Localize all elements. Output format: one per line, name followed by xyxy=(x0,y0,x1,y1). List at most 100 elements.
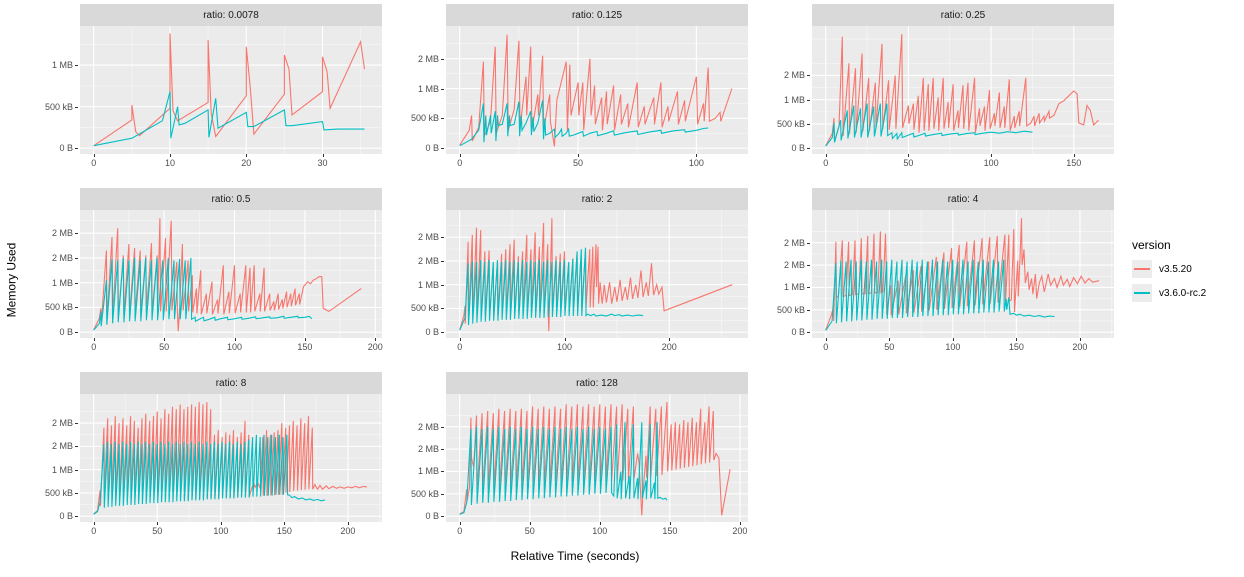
facet-strip: ratio: 8 xyxy=(80,372,382,394)
y-tick-mark xyxy=(441,471,444,473)
facet-panel xyxy=(446,394,748,522)
y-tick-mark xyxy=(75,233,78,235)
y-tick-mark xyxy=(807,332,810,334)
x-tick-mark xyxy=(164,338,166,341)
y-tick-mark xyxy=(75,492,78,494)
facet-strip-label: ratio: 128 xyxy=(576,377,618,389)
series-line-v3.6.0-rc.2 xyxy=(93,257,313,331)
x-tick-label: 150 xyxy=(662,526,678,536)
x-tick-mark xyxy=(696,154,698,157)
y-tick-label: 500 kB xyxy=(410,113,439,124)
y-tick-label: 2 MB xyxy=(51,418,73,429)
y-tick-mark xyxy=(807,309,810,311)
facet-4: ratio: 4 0 B 500 kB 1 MB 2 MB 2 MB 0 50 100 150 20… xyxy=(758,188,1124,358)
y-tick-label: 2 MB xyxy=(51,228,73,239)
x-axis-labels: 0 50 100 150 xyxy=(812,154,1114,172)
y-tick-mark xyxy=(441,284,444,286)
facet-strip: ratio: 0.5 xyxy=(80,188,382,210)
x-tick-mark xyxy=(459,338,461,341)
x-tick-label: 0 xyxy=(457,526,463,536)
y-axis-labels: 0 B 500 kB 1 MB 2 MB 2 MB xyxy=(392,210,446,338)
x-tick-mark xyxy=(908,154,910,157)
legend: version v3.5.20 v3.6.0-rc.2 xyxy=(1132,238,1242,308)
x-tick-mark xyxy=(304,338,306,341)
y-tick-label: 500 kB xyxy=(44,302,73,313)
x-tick-mark xyxy=(578,154,580,157)
y-tick-mark xyxy=(75,282,78,284)
y-tick-mark xyxy=(441,58,444,60)
facet-strip: ratio: 2 xyxy=(446,188,748,210)
facet-128: ratio: 128 0 B 500 kB 1 MB 2 MB 2 MB 0 50 100 150… xyxy=(392,372,758,542)
x-tick-mark xyxy=(93,338,95,341)
x-tick-mark xyxy=(459,154,461,157)
series-line-v3.6.0-rc.2 xyxy=(459,100,709,147)
y-tick-label: 500 kB xyxy=(776,118,805,129)
series-line-v3.5.20 xyxy=(825,34,1099,147)
y-tick-mark xyxy=(441,260,444,262)
x-tick-mark xyxy=(599,522,601,525)
x-tick-mark xyxy=(1073,154,1075,157)
y-tick-mark xyxy=(807,265,810,267)
y-tick-label: 1 MB xyxy=(417,279,439,290)
y-axis-labels: 0 B 500 kB 1 MB 2 MB 2 MB xyxy=(758,210,812,338)
x-tick-label: 200 xyxy=(1072,342,1088,352)
y-tick-mark xyxy=(75,148,78,150)
x-tick-label: 0 xyxy=(457,342,463,352)
y-tick-label: 2 MB xyxy=(783,70,805,81)
series-line-v3.6.0-rc.2 xyxy=(825,103,1033,147)
y-tick-label: 2 MB xyxy=(417,255,439,266)
facet-strip-label: ratio: 0.0078 xyxy=(203,9,259,21)
x-tick-mark xyxy=(669,338,671,341)
y-tick-mark xyxy=(75,516,78,518)
y-tick-mark xyxy=(75,307,78,309)
x-tick-label: 50 xyxy=(573,158,584,168)
x-tick-label: 100 xyxy=(983,158,999,168)
legend-item: v3.5.20 xyxy=(1132,260,1242,278)
y-tick-label: 500 kB xyxy=(776,304,805,315)
series-line-v3.5.20 xyxy=(459,34,733,147)
y-tick-mark xyxy=(807,287,810,289)
facet-2: ratio: 2 0 B 500 kB 1 MB 2 MB 2 MB 0 100 200 xyxy=(392,188,758,358)
x-tick-mark xyxy=(375,338,377,341)
series-line-v3.6.0-rc.2 xyxy=(93,434,326,515)
x-tick-mark xyxy=(825,154,827,157)
y-axis-title: Memory Used xyxy=(0,90,22,470)
y-tick-mark xyxy=(75,257,78,259)
y-tick-label: 0 B xyxy=(425,511,439,522)
x-tick-label: 20 xyxy=(241,158,252,168)
y-axis-labels: 0 B 500 kB 1 MB xyxy=(26,26,80,154)
facet-strip-label: ratio: 0.125 xyxy=(571,9,623,21)
facet-panel xyxy=(812,26,1114,154)
facet-panel xyxy=(80,210,382,338)
facet-strip-label: ratio: 2 xyxy=(581,193,613,205)
y-tick-label: 1 MB xyxy=(783,94,805,105)
facet-0.125: ratio: 0.125 0 B 500 kB 1 MB 2 MB 0 50 100 xyxy=(392,4,758,174)
x-tick-label: 100 xyxy=(592,526,608,536)
x-tick-label: 10 xyxy=(164,158,175,168)
series-line-v3.5.20 xyxy=(93,218,362,332)
x-tick-label: 150 xyxy=(276,526,292,536)
y-tick-label: 1 MB xyxy=(417,83,439,94)
legend-item: v3.6.0-rc.2 xyxy=(1132,284,1242,302)
y-axis-title-text: Memory Used xyxy=(4,242,18,318)
y-tick-label: 1 MB xyxy=(51,464,73,475)
y-axis-labels: 0 B 500 kB 1 MB 2 MB 2 MB xyxy=(26,210,80,338)
x-tick-label: 50 xyxy=(159,342,170,352)
y-tick-label: 500 kB xyxy=(410,303,439,314)
x-tick-label: 50 xyxy=(903,158,914,168)
x-tick-mark xyxy=(246,154,248,157)
x-axis-labels: 0 50 100 150 200 xyxy=(812,338,1114,356)
y-tick-mark xyxy=(75,446,78,448)
x-tick-label: 0 xyxy=(91,526,97,536)
y-tick-label: 2 MB xyxy=(417,421,439,432)
x-tick-label: 150 xyxy=(297,342,313,352)
x-tick-label: 0 xyxy=(823,158,829,168)
series-line-v3.5.20 xyxy=(825,218,1100,331)
x-tick-mark xyxy=(1079,338,1081,341)
x-tick-mark xyxy=(459,522,461,525)
y-tick-label: 2 MB xyxy=(51,441,73,452)
y-tick-mark xyxy=(441,308,444,310)
facet-strip: ratio: 128 xyxy=(446,372,748,394)
x-tick-mark xyxy=(825,338,827,341)
